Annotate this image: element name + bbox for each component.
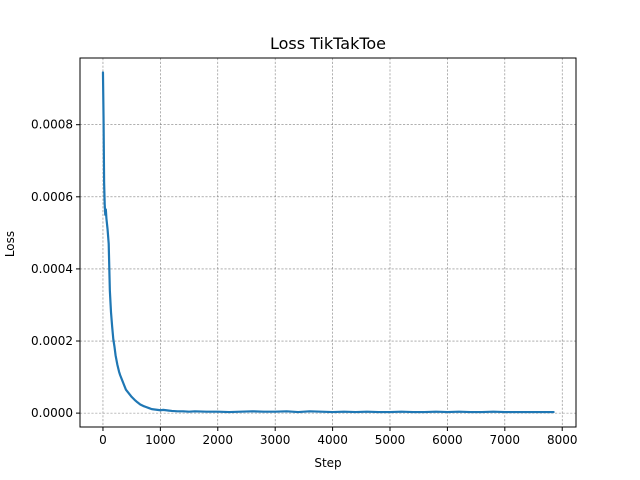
y-tick-label: 0.0008 [31,118,73,132]
x-tick-label: 2000 [203,433,234,447]
x-tick-label: 7000 [490,433,521,447]
y-tick-label: 0.0002 [31,334,73,348]
x-tick-label: 1000 [145,433,176,447]
x-tick-label: 6000 [432,433,463,447]
series-layer [101,71,555,414]
series-line [101,71,555,414]
y-tick-label: 0.0000 [31,406,73,420]
chart-title: Loss TikTakToe [270,34,386,53]
x-axis-label: Step [314,456,341,470]
y-tick-label: 0.0004 [31,262,73,276]
y-axis-label: Loss [3,231,17,257]
y-axis-ticks: 0.0000 0.0002 0.0004 0.0006 0.0008 [31,118,80,420]
x-tick-label: 0 [99,433,107,447]
x-tick-label: 4000 [317,433,348,447]
grid-lines [80,58,576,427]
x-axis-ticks: 0 1000 2000 3000 4000 5000 6000 7000 8000 [99,427,577,447]
y-tick-label: 0.0006 [31,190,73,204]
x-tick-label: 8000 [547,433,578,447]
x-tick-label: 5000 [375,433,406,447]
plot-frame [79,57,577,428]
x-tick-label: 3000 [260,433,291,447]
